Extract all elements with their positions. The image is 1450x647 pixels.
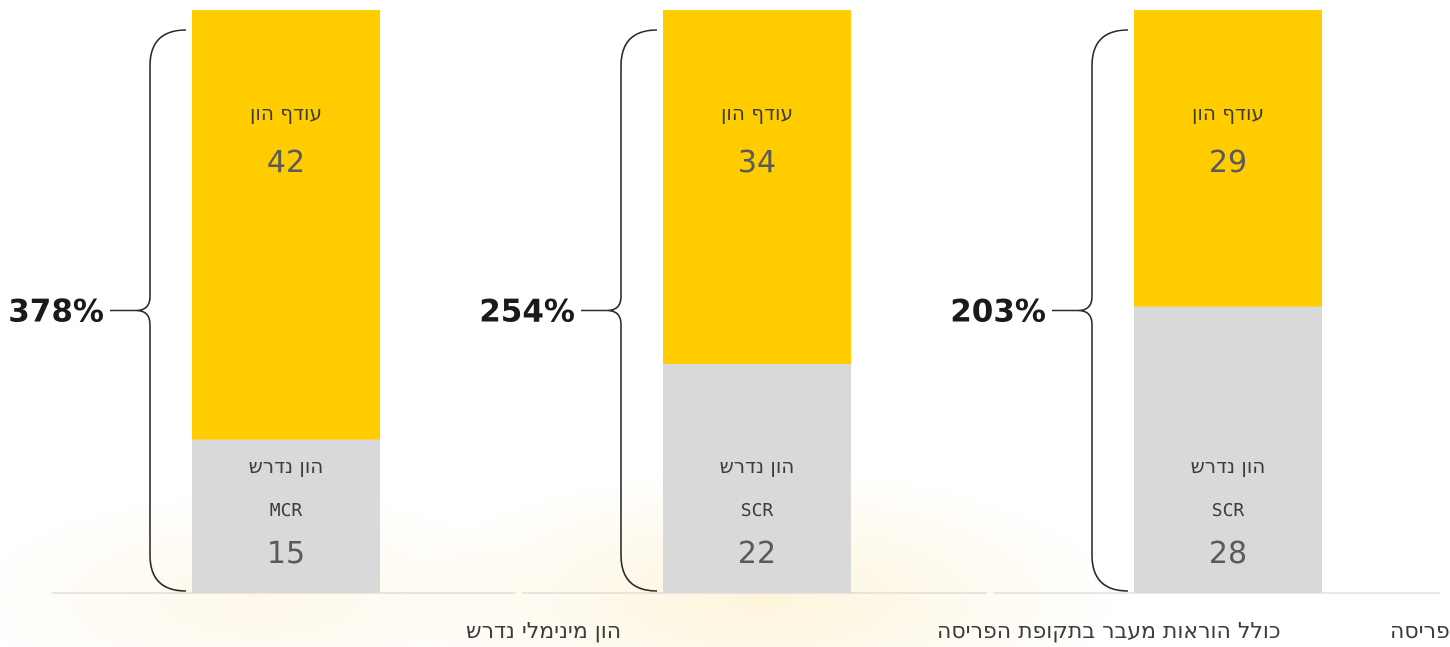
category-label: כולל הוראות מעבר בתקופת הפריסה — [937, 619, 1280, 644]
surplus-value-label: 29 — [1209, 145, 1247, 180]
bar-capital-surplus — [663, 10, 851, 364]
required-capital-code: MCR — [270, 500, 303, 521]
bar-capital-surplus — [192, 10, 380, 440]
required-capital-code: SCR — [1212, 500, 1245, 521]
solvency-ratio-label: 203% — [950, 294, 1046, 330]
surplus-label: עודף הון — [250, 101, 322, 125]
bar-required-capital — [1134, 306, 1322, 593]
category-label: הון מינימלי נדרש — [466, 619, 621, 644]
bar-capital-surplus — [1134, 10, 1322, 307]
required-capital-label: הון נדרש — [249, 454, 324, 478]
required-capital-value-label: 28 — [1209, 536, 1247, 571]
bar-required-capital — [192, 439, 380, 593]
surplus-label: עודף הון — [1192, 101, 1264, 125]
required-capital-value-label: 15 — [267, 536, 305, 571]
required-capital-value-label: 22 — [738, 536, 776, 571]
total-bracket — [1077, 29, 1129, 592]
required-capital-code: SCR — [741, 500, 774, 521]
solvency-ratio-label: 254% — [479, 294, 575, 330]
total-bracket — [135, 29, 187, 592]
surplus-value-label: 34 — [738, 145, 776, 180]
solvency-ratio-label: 378% — [8, 294, 104, 330]
category-label: ללא הוראות מעבר לתקופת הפריסה — [1390, 619, 1450, 644]
surplus-label: עודף הון — [721, 101, 793, 125]
total-bracket — [606, 29, 658, 592]
required-capital-label: הון נדרש — [1191, 454, 1266, 478]
bar-required-capital — [663, 363, 851, 593]
surplus-value-label: 42 — [267, 145, 305, 180]
required-capital-label: הון נדרש — [720, 454, 795, 478]
